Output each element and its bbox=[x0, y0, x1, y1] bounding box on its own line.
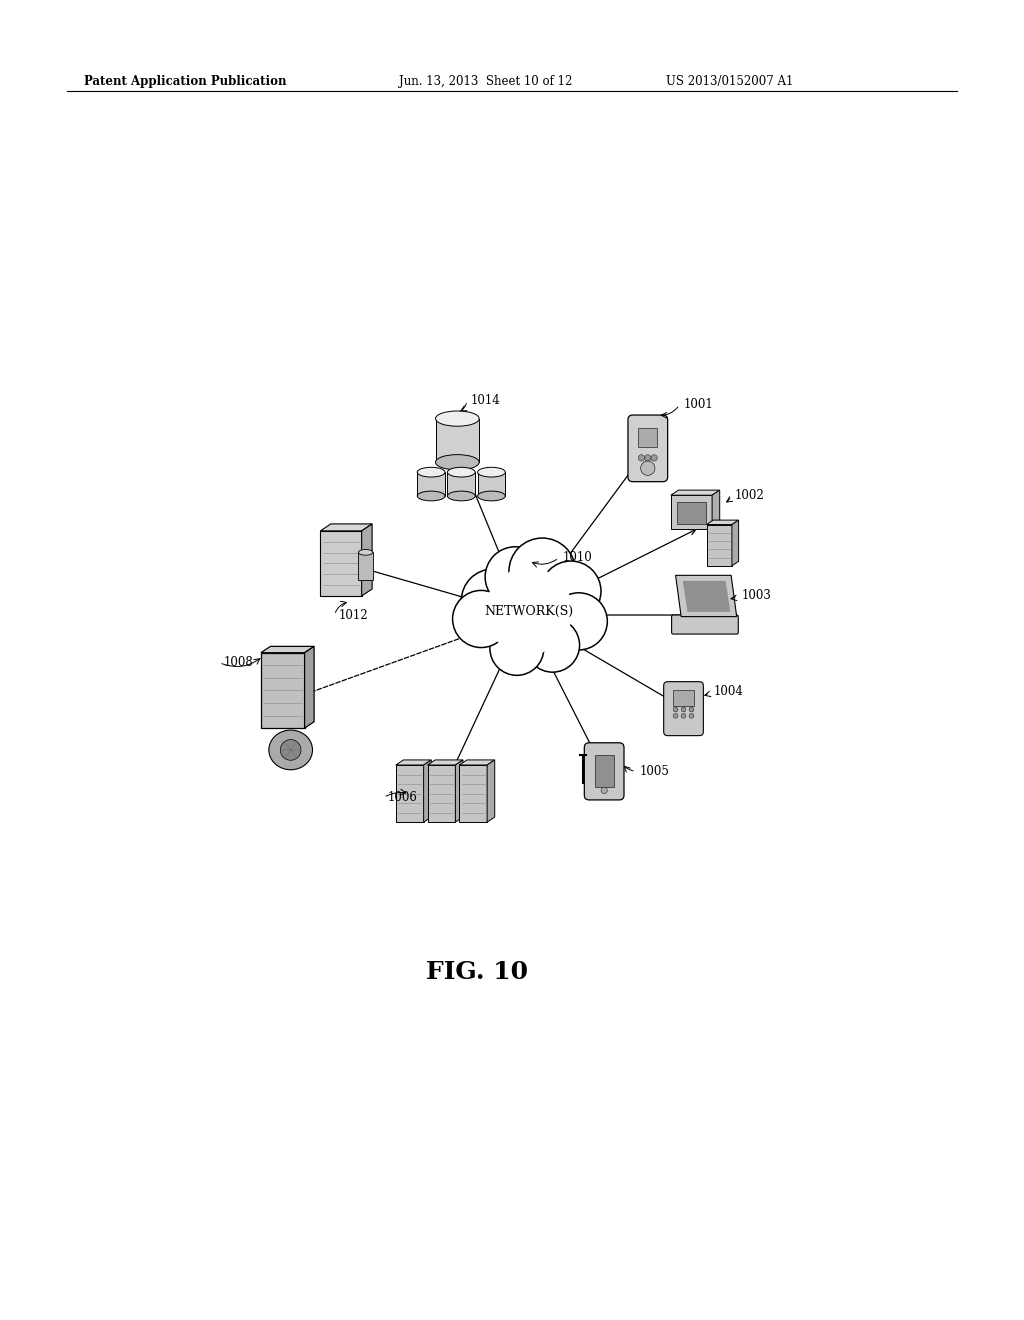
Polygon shape bbox=[676, 576, 736, 616]
Circle shape bbox=[281, 739, 301, 760]
Circle shape bbox=[485, 568, 572, 655]
Circle shape bbox=[645, 454, 651, 461]
Ellipse shape bbox=[417, 491, 445, 500]
FancyBboxPatch shape bbox=[664, 681, 703, 735]
Text: NETWORK(S): NETWORK(S) bbox=[484, 606, 573, 618]
Ellipse shape bbox=[447, 467, 475, 477]
Polygon shape bbox=[683, 581, 730, 612]
Polygon shape bbox=[460, 766, 487, 822]
Polygon shape bbox=[261, 652, 304, 729]
Polygon shape bbox=[396, 766, 424, 822]
Text: 1010: 1010 bbox=[563, 552, 593, 565]
Ellipse shape bbox=[269, 730, 312, 770]
Text: 1008: 1008 bbox=[223, 656, 253, 669]
FancyBboxPatch shape bbox=[672, 615, 738, 634]
Ellipse shape bbox=[477, 467, 506, 477]
Polygon shape bbox=[707, 520, 738, 524]
Circle shape bbox=[485, 546, 546, 607]
Polygon shape bbox=[712, 490, 720, 528]
Circle shape bbox=[509, 539, 575, 605]
Polygon shape bbox=[424, 760, 431, 822]
Text: 1012: 1012 bbox=[338, 609, 368, 622]
Circle shape bbox=[489, 622, 544, 676]
Ellipse shape bbox=[447, 491, 475, 500]
Bar bbox=[358, 552, 373, 579]
Circle shape bbox=[541, 561, 601, 622]
Polygon shape bbox=[732, 520, 738, 566]
Circle shape bbox=[651, 454, 657, 461]
Ellipse shape bbox=[417, 467, 445, 477]
Polygon shape bbox=[707, 524, 732, 566]
Polygon shape bbox=[671, 490, 720, 495]
Polygon shape bbox=[428, 760, 463, 766]
Polygon shape bbox=[321, 531, 361, 595]
Text: FIG. 10: FIG. 10 bbox=[426, 960, 528, 985]
Polygon shape bbox=[396, 760, 431, 766]
Circle shape bbox=[525, 618, 580, 672]
Circle shape bbox=[673, 713, 678, 718]
Circle shape bbox=[673, 708, 678, 711]
Circle shape bbox=[689, 708, 694, 711]
Ellipse shape bbox=[435, 411, 479, 426]
Ellipse shape bbox=[477, 491, 506, 500]
Bar bbox=[477, 473, 506, 496]
Polygon shape bbox=[487, 760, 495, 822]
Polygon shape bbox=[456, 760, 463, 822]
Text: Jun. 13, 2013  Sheet 10 of 12: Jun. 13, 2013 Sheet 10 of 12 bbox=[399, 75, 572, 88]
Polygon shape bbox=[304, 647, 314, 729]
Bar bbox=[595, 755, 613, 787]
Bar bbox=[677, 502, 706, 524]
Text: 1002: 1002 bbox=[735, 490, 765, 503]
Text: 1003: 1003 bbox=[741, 589, 771, 602]
Circle shape bbox=[638, 454, 645, 461]
Polygon shape bbox=[261, 647, 314, 652]
Text: 1004: 1004 bbox=[714, 685, 743, 698]
Text: Patent Application Publication: Patent Application Publication bbox=[84, 75, 287, 88]
Ellipse shape bbox=[435, 454, 479, 470]
Polygon shape bbox=[361, 524, 372, 595]
FancyBboxPatch shape bbox=[585, 743, 624, 800]
Circle shape bbox=[461, 569, 525, 632]
Polygon shape bbox=[671, 495, 712, 528]
Bar bbox=[417, 473, 445, 496]
Polygon shape bbox=[428, 766, 456, 822]
Text: 1014: 1014 bbox=[471, 395, 501, 408]
Bar bbox=[435, 418, 479, 462]
Text: US 2013/0152007 A1: US 2013/0152007 A1 bbox=[666, 75, 793, 88]
Polygon shape bbox=[321, 524, 372, 531]
Circle shape bbox=[681, 708, 686, 711]
Circle shape bbox=[453, 590, 510, 648]
Text: 1006: 1006 bbox=[387, 791, 418, 804]
Circle shape bbox=[681, 713, 686, 718]
Polygon shape bbox=[460, 760, 495, 766]
Circle shape bbox=[689, 713, 694, 718]
Circle shape bbox=[550, 593, 607, 649]
Text: 1005: 1005 bbox=[640, 764, 670, 777]
Bar bbox=[638, 428, 657, 446]
Circle shape bbox=[641, 461, 655, 475]
Circle shape bbox=[601, 787, 607, 793]
Ellipse shape bbox=[358, 549, 373, 556]
Bar bbox=[447, 473, 475, 496]
Bar bbox=[673, 690, 694, 706]
FancyBboxPatch shape bbox=[628, 414, 668, 482]
Circle shape bbox=[481, 560, 585, 663]
Text: 1001: 1001 bbox=[684, 399, 714, 412]
